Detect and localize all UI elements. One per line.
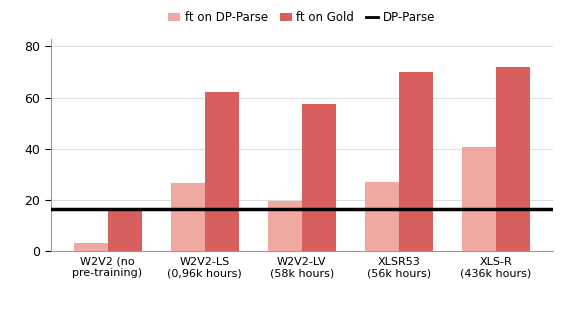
- Bar: [268, 201, 302, 251]
- Bar: [302, 104, 336, 251]
- Bar: [205, 92, 239, 251]
- Bar: [399, 72, 433, 251]
- Legend: ft on DP-Parse, ft on Gold, DP-Parse: ft on DP-Parse, ft on Gold, DP-Parse: [164, 6, 440, 29]
- Bar: [73, 243, 108, 251]
- Bar: [462, 147, 496, 251]
- Bar: [365, 182, 399, 251]
- Bar: [496, 67, 530, 251]
- Bar: [108, 208, 142, 251]
- Bar: [171, 183, 205, 251]
